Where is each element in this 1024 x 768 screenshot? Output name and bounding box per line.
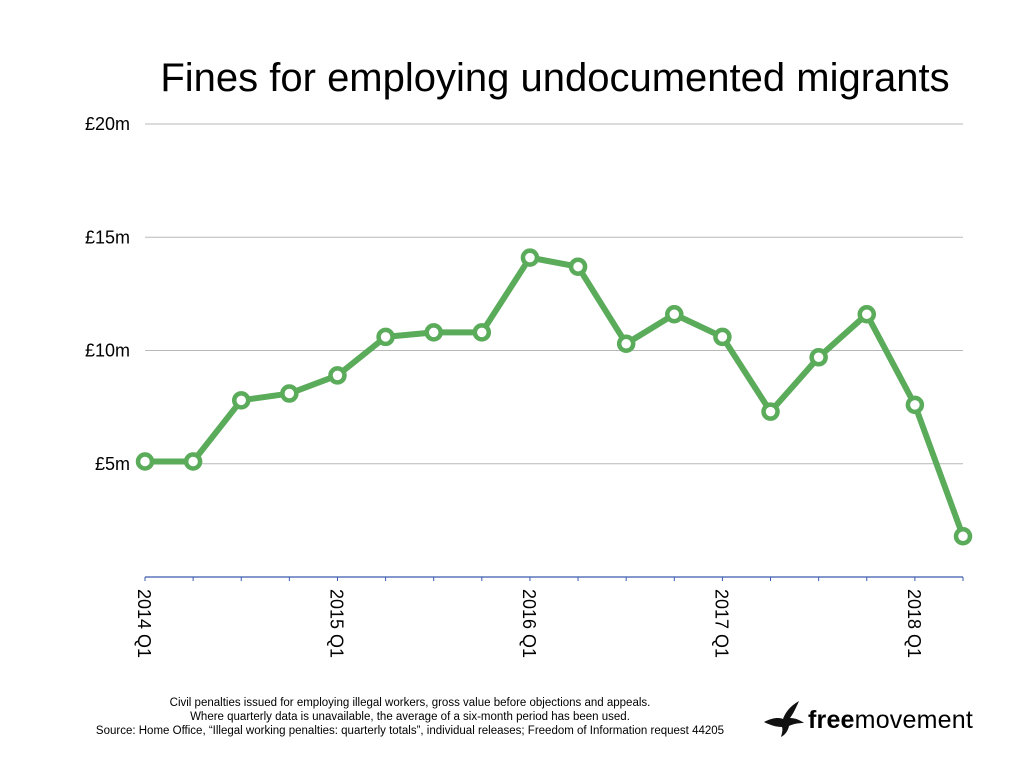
logo-movement: movement bbox=[854, 706, 973, 734]
y-tick-label: £15m bbox=[85, 227, 130, 247]
line-chart: £5m£10m£15m£20m 2014 Q1 2015 Q1 2016 Q1 201… bbox=[85, 114, 973, 658]
y-tick-label: £20m bbox=[85, 114, 130, 134]
data-point bbox=[857, 305, 877, 324]
data-point bbox=[424, 323, 443, 342]
freemovement-logo: freemovement bbox=[762, 694, 986, 742]
x-tick-label: 2015 Q1 bbox=[326, 589, 346, 658]
y-axis-labels: £5m £10m £15m £20m bbox=[85, 114, 130, 474]
data-point bbox=[809, 348, 828, 367]
data-point bbox=[520, 248, 540, 267]
x-axis-labels: 2014 Q1 2015 Q1 2016 Q1 2017 Q1 2018 Q1 bbox=[134, 589, 924, 658]
data-point bbox=[616, 334, 636, 353]
logo-wordmark: freemovement bbox=[808, 706, 973, 734]
caption-line-2: Where quarterly data is unavailable, the… bbox=[190, 711, 630, 723]
y-tick-label: £5m bbox=[95, 454, 130, 474]
data-point bbox=[472, 323, 492, 342]
caption-line-1: Civil penalties issued for employing ill… bbox=[169, 697, 651, 709]
bird-icon bbox=[764, 701, 804, 737]
x-tick-label: 2016 Q1 bbox=[519, 589, 539, 658]
series-line-path bbox=[142, 254, 966, 540]
gridlines bbox=[145, 123, 963, 465]
data-point bbox=[953, 526, 973, 546]
data-point bbox=[761, 402, 780, 421]
x-tick-label: 2017 Q1 bbox=[711, 589, 731, 658]
y-tick-label: £10m bbox=[85, 341, 130, 361]
data-point bbox=[328, 366, 347, 385]
series-line bbox=[142, 254, 966, 540]
data-point bbox=[665, 305, 684, 324]
data-point bbox=[376, 327, 395, 347]
logo-free: free bbox=[808, 706, 855, 734]
x-tick-label: 2014 Q1 bbox=[134, 589, 154, 658]
chart-title: Fines for employing undocumented migrant… bbox=[160, 56, 950, 100]
data-point bbox=[183, 452, 203, 471]
data-point bbox=[231, 391, 251, 410]
x-tick-label: 2018 Q1 bbox=[904, 589, 924, 658]
data-point bbox=[280, 384, 299, 403]
data-point bbox=[568, 257, 588, 276]
data-point bbox=[135, 452, 155, 471]
data-point bbox=[905, 395, 925, 415]
data-point bbox=[713, 327, 732, 347]
chart-caption: Civil penalties issued for employing ill… bbox=[60, 696, 760, 738]
x-axis bbox=[144, 576, 964, 581]
caption-line-3: Source: Home Office, “Illegal working pe… bbox=[95, 725, 725, 737]
data-points bbox=[135, 248, 973, 546]
